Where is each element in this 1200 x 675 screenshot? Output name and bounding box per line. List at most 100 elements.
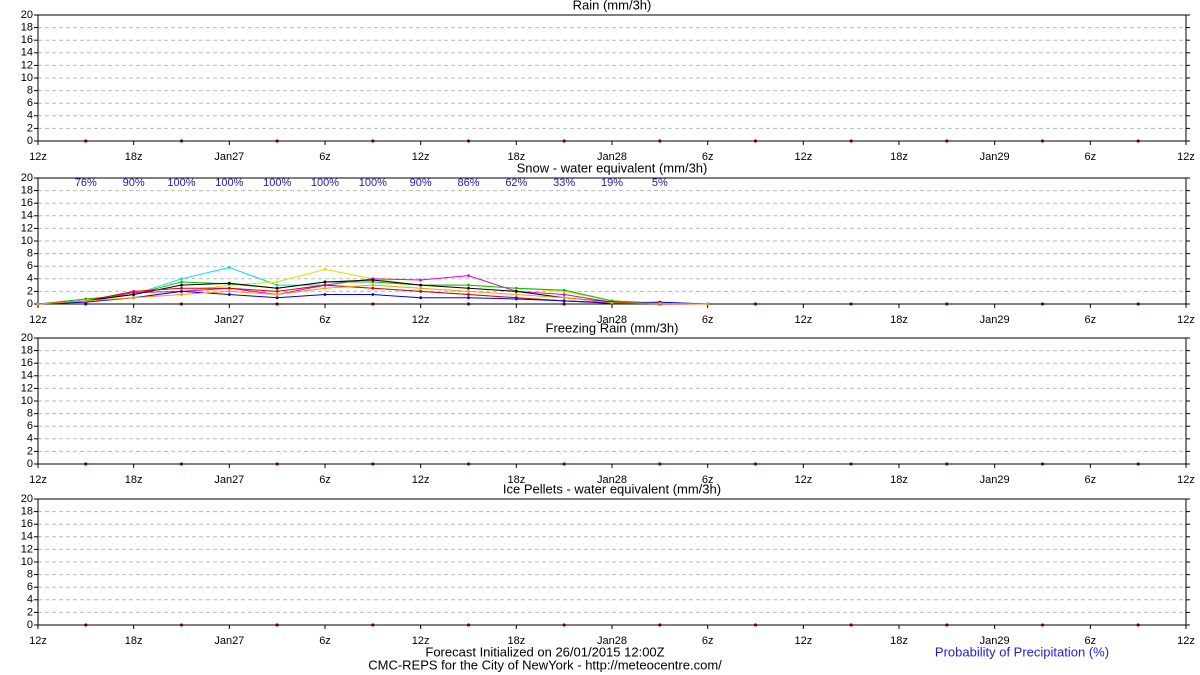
- ensemble-point: [275, 296, 279, 300]
- pop-label: 100%: [215, 177, 243, 189]
- x-tick-label: 6z: [319, 151, 331, 163]
- x-tick-label: 6z: [319, 314, 331, 326]
- ensemble-point: [371, 293, 375, 296]
- x-tick-label: 6z: [702, 151, 714, 163]
- pop-label: 100%: [311, 177, 339, 189]
- ensemble-point: [275, 290, 279, 293]
- pop-label: 90%: [410, 177, 432, 189]
- ensemble-point: [227, 286, 231, 290]
- y-tick-label: 0: [27, 619, 33, 631]
- x-tick-label: Jan29: [980, 151, 1010, 163]
- ensemble-point: [227, 281, 231, 285]
- x-tick-label: 12z: [794, 151, 812, 163]
- y-tick-label: 18: [21, 345, 33, 357]
- x-tick-label: Jan28: [597, 635, 627, 647]
- y-tick-label: 20: [21, 493, 33, 505]
- panel-title: Snow - water equivalent (mm/3h): [517, 160, 708, 175]
- y-tick-label: 2: [27, 445, 33, 457]
- y-tick-label: 8: [27, 248, 33, 260]
- x-tick-label: 6z: [1085, 474, 1097, 486]
- y-tick-label: 12: [21, 382, 33, 394]
- plot-frame: [37, 498, 1187, 626]
- ensemble-point: [180, 293, 183, 296]
- x-tick-label: Jan27: [214, 314, 244, 326]
- ensemble-point: [514, 290, 518, 293]
- y-tick-label: 20: [21, 332, 33, 344]
- ensemble-point: [323, 280, 327, 284]
- ensemble-point: [36, 302, 40, 306]
- x-tick-label: 12z: [794, 314, 812, 326]
- x-tick-label: 18z: [125, 635, 143, 647]
- panel-title: Ice Pellets - water equivalent (mm/3h): [503, 481, 721, 496]
- y-tick-label: 2: [27, 285, 33, 297]
- ensemble-point: [419, 286, 423, 290]
- footer-init: Forecast Initialized on 26/01/2015 12:00…: [425, 644, 664, 659]
- x-tick-label: Jan27: [214, 474, 244, 486]
- ensemble-point: [371, 278, 375, 282]
- x-tick-label: 12z: [29, 474, 47, 486]
- ensemble-point: [180, 283, 183, 287]
- y-tick-label: 20: [21, 172, 33, 184]
- x-tick-label: 18z: [507, 635, 525, 647]
- ensemble-point: [419, 283, 423, 287]
- ensemble-point: [371, 286, 375, 290]
- plot-frame: [37, 337, 1187, 465]
- pop-label: 33%: [553, 177, 575, 189]
- y-tick-label: 18: [21, 22, 33, 34]
- pop-label: 19%: [601, 177, 623, 189]
- pop-legend: Probability of Precipitation (%): [935, 644, 1109, 659]
- ensemble-point: [84, 299, 88, 303]
- ensemble-point: [132, 290, 136, 293]
- ensemble-point: [323, 283, 327, 287]
- ensemble-point: [180, 277, 183, 281]
- y-tick-label: 18: [21, 506, 33, 518]
- pop-label: 100%: [167, 177, 195, 189]
- ensemble-point: [419, 278, 423, 282]
- y-tick-label: 0: [27, 135, 33, 147]
- y-tick-label: 8: [27, 408, 33, 420]
- ensemble-point: [275, 283, 279, 287]
- y-tick-label: 14: [21, 370, 33, 382]
- pop-label: 86%: [457, 177, 479, 189]
- y-tick-label: 12: [21, 59, 33, 71]
- ensemble-point: [467, 274, 470, 278]
- x-tick-label: 18z: [507, 474, 525, 486]
- x-tick-label: 18z: [125, 314, 143, 326]
- ensemble-point: [275, 280, 279, 284]
- ensemble-point: [180, 286, 183, 290]
- x-tick-label: 6z: [702, 635, 714, 647]
- y-tick-label: 14: [21, 531, 33, 543]
- ensemble-point: [514, 286, 518, 290]
- pop-label: 5%: [652, 177, 668, 189]
- x-tick-label: 12z: [412, 635, 430, 647]
- y-tick-label: 8: [27, 85, 33, 97]
- y-tick-label: 12: [21, 222, 33, 234]
- x-tick-label: 12z: [794, 474, 812, 486]
- ensemble-point: [562, 299, 566, 303]
- footer-source: CMC-REPS for the City of NewYork - http:…: [368, 657, 722, 672]
- x-tick-label: Jan28: [597, 151, 627, 163]
- x-tick-label: 12z: [1177, 635, 1195, 647]
- x-tick-label: 6z: [319, 635, 331, 647]
- ensemble-point: [275, 286, 279, 290]
- x-tick-label: 12z: [1177, 314, 1195, 326]
- x-tick-label: 18z: [890, 635, 908, 647]
- ensemble-point: [467, 283, 470, 287]
- x-tick-label: Jan27: [214, 151, 244, 163]
- ensemble-point: [610, 301, 614, 305]
- x-tick-label: Jan28: [597, 314, 627, 326]
- y-tick-label: 4: [27, 273, 33, 285]
- ensemble-point: [180, 290, 183, 293]
- x-tick-label: 6z: [1085, 314, 1097, 326]
- x-tick-label: 12z: [412, 474, 430, 486]
- ensemble-point: [275, 293, 279, 296]
- ensemble-point: [227, 266, 231, 269]
- y-tick-label: 2: [27, 122, 33, 134]
- x-tick-label: Jan29: [980, 635, 1010, 647]
- x-tick-label: Jan27: [214, 635, 244, 647]
- y-tick-label: 14: [21, 210, 33, 222]
- y-tick-label: 6: [27, 420, 33, 432]
- ensemble-point: [180, 280, 183, 284]
- y-tick-label: 6: [27, 260, 33, 272]
